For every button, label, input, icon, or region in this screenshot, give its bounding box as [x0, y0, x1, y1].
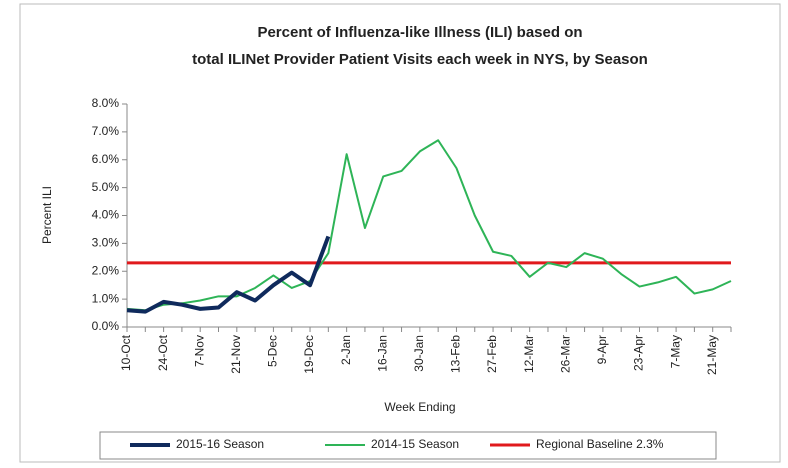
x-tick-label: 12-Mar	[522, 335, 536, 373]
legend-label: Regional Baseline 2.3%	[536, 437, 664, 451]
y-tick-label: 7.0%	[92, 124, 120, 138]
x-tick-label: 21-Nov	[229, 335, 243, 374]
series-line	[126, 139, 732, 312]
y-tick-label: 4.0%	[92, 208, 120, 222]
legend-box	[99, 431, 717, 460]
chart-title: total ILINet Provider Patient Visits eac…	[192, 51, 648, 68]
chart-frame	[19, 3, 781, 463]
x-tick-label: 9-Apr	[595, 335, 609, 364]
series-line	[126, 235, 331, 314]
x-tick-label: 10-Oct	[119, 334, 133, 371]
x-tick-label: 21-May	[705, 335, 719, 375]
x-tick-label: 13-Feb	[449, 335, 463, 373]
x-axis-label: Week Ending	[384, 400, 455, 414]
legend-label: 2015-16 Season	[176, 437, 264, 451]
y-tick-label: 6.0%	[92, 152, 120, 166]
y-tick-label: 0.0%	[92, 319, 120, 333]
x-tick-label: 27-Feb	[485, 335, 499, 373]
chart-title: Percent of Influenza-like Illness (ILI) …	[257, 24, 582, 41]
x-tick-label: 24-Oct	[156, 334, 170, 371]
x-tick-label: 2-Jan	[339, 335, 353, 365]
y-tick-label: 2.0%	[92, 263, 120, 277]
x-tick-label: 5-Dec	[266, 335, 280, 367]
y-axis-label: Percent ILI	[40, 186, 54, 244]
y-tick-label: 8.0%	[92, 96, 120, 110]
x-tick-label: 16-Jan	[375, 335, 389, 372]
x-tick-label: 7-Nov	[192, 335, 206, 367]
legend-label: 2014-15 Season	[371, 437, 459, 451]
x-tick-label: 26-Mar	[558, 335, 572, 373]
x-tick-label: 30-Jan	[412, 335, 426, 372]
y-tick-label: 3.0%	[92, 236, 120, 250]
x-tick-label: 23-Apr	[632, 335, 646, 371]
y-tick-label: 5.0%	[92, 180, 120, 194]
x-tick-label: 7-May	[668, 335, 682, 368]
x-tick-label: 19-Dec	[302, 335, 316, 374]
y-tick-label: 1.0%	[92, 291, 120, 305]
